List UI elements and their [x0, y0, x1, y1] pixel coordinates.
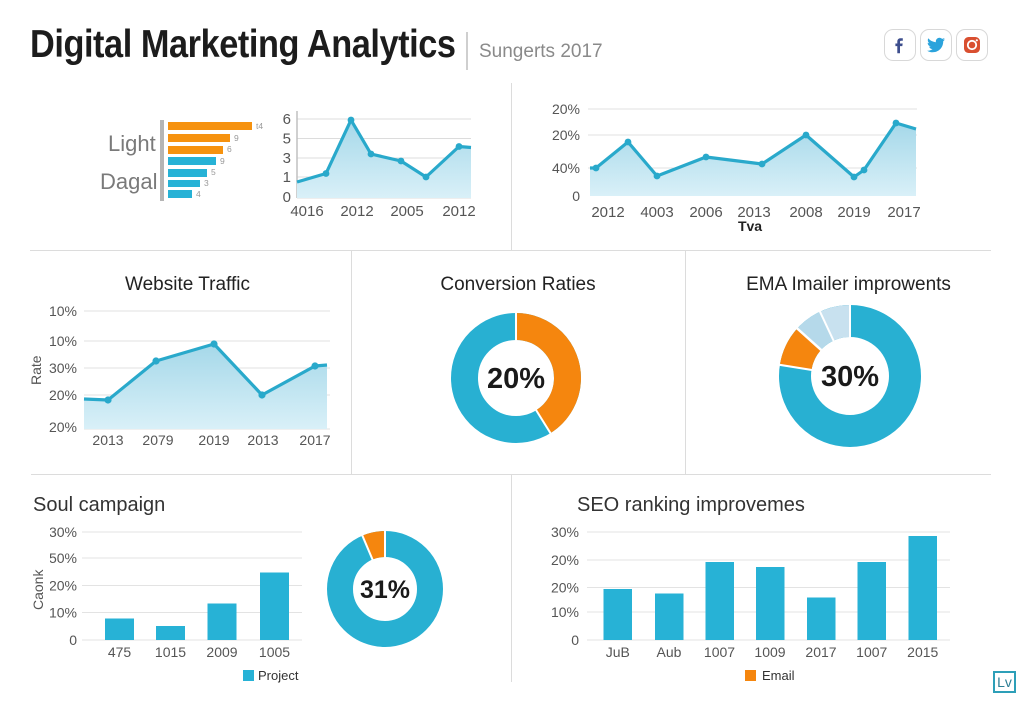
svg-text:1007: 1007	[704, 644, 735, 660]
svg-text:20%: 20%	[552, 127, 580, 143]
svg-text:20%: 20%	[50, 578, 77, 594]
svg-text:30%: 30%	[821, 361, 879, 393]
svg-text:31%: 31%	[360, 576, 410, 604]
svg-text:20%: 20%	[487, 363, 545, 395]
svg-text:2019: 2019	[198, 432, 229, 448]
svg-text:40%: 40%	[552, 160, 580, 176]
svg-text:JuB: JuB	[606, 644, 630, 660]
svg-text:10%: 10%	[49, 303, 77, 319]
svg-text:2012: 2012	[442, 203, 475, 220]
svg-text:20%: 20%	[552, 101, 580, 117]
svg-text:5: 5	[283, 131, 291, 148]
svg-text:10%: 10%	[551, 604, 579, 620]
svg-text:30%: 30%	[50, 524, 77, 540]
svg-text:2017: 2017	[805, 644, 836, 660]
svg-text:1007: 1007	[856, 644, 887, 660]
svg-text:1: 1	[283, 169, 291, 186]
svg-text:50%: 50%	[50, 550, 77, 566]
svg-text:2013: 2013	[737, 204, 770, 221]
svg-text:30%: 30%	[551, 524, 579, 540]
svg-text:2013: 2013	[247, 432, 278, 448]
svg-text:2008: 2008	[789, 204, 822, 221]
svg-text:0: 0	[69, 632, 77, 648]
svg-text:1015: 1015	[155, 644, 186, 660]
svg-text:0: 0	[283, 189, 291, 206]
svg-text:2013: 2013	[92, 432, 123, 448]
svg-text:1005: 1005	[259, 644, 290, 660]
svg-text:Tva: Tva	[738, 218, 762, 234]
svg-text:3: 3	[283, 150, 291, 167]
svg-text:4016: 4016	[290, 203, 323, 220]
svg-text:4003: 4003	[640, 204, 673, 221]
svg-text:6: 6	[283, 111, 291, 128]
svg-text:0: 0	[571, 632, 579, 648]
svg-text:2019: 2019	[837, 204, 870, 221]
svg-text:30%: 30%	[49, 360, 77, 376]
svg-text:2012: 2012	[591, 204, 624, 221]
svg-text:10%: 10%	[49, 333, 77, 349]
svg-text:2012: 2012	[340, 203, 373, 220]
svg-text:2006: 2006	[689, 204, 722, 221]
svg-text:475: 475	[108, 644, 132, 660]
svg-text:2017: 2017	[887, 204, 920, 221]
svg-text:20%: 20%	[49, 387, 77, 403]
svg-text:2005: 2005	[390, 203, 423, 220]
svg-text:2015: 2015	[907, 644, 938, 660]
svg-text:0: 0	[572, 188, 580, 204]
svg-text:2079: 2079	[142, 432, 173, 448]
svg-text:2017: 2017	[299, 432, 330, 448]
svg-text:20%: 20%	[551, 552, 579, 568]
svg-text:20%: 20%	[551, 580, 579, 596]
svg-text:20%: 20%	[49, 419, 77, 435]
svg-text:1009: 1009	[754, 644, 785, 660]
svg-text:2009: 2009	[206, 644, 237, 660]
svg-text:Aub: Aub	[657, 644, 682, 660]
svg-text:10%: 10%	[50, 605, 77, 621]
